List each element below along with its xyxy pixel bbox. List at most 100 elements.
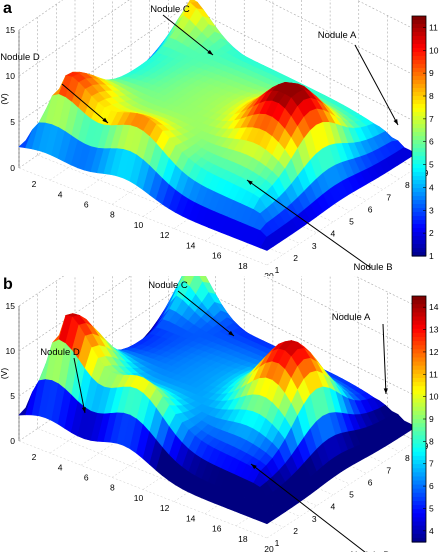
colorbar-tick-label: 12 bbox=[429, 347, 439, 357]
colorbar-band bbox=[412, 525, 426, 531]
surface bbox=[18, 276, 417, 525]
colorbar-band bbox=[412, 480, 426, 486]
colorbar-band bbox=[412, 60, 426, 65]
colorbar-band bbox=[412, 390, 426, 395]
colorbar-tick-label: 3 bbox=[429, 205, 434, 215]
colorbar-band bbox=[412, 386, 426, 391]
colorbar-band bbox=[412, 92, 426, 97]
y-tick-label: 1 bbox=[275, 538, 280, 548]
colorbar-band bbox=[412, 505, 426, 510]
colorbar-band bbox=[412, 204, 426, 209]
x-tick-label: 18 bbox=[238, 534, 248, 544]
colorbar-band bbox=[412, 184, 426, 189]
annotations: Nodule C Nodule A Nodule D Nodule B bbox=[0, 4, 399, 273]
z-gridline bbox=[18, 0, 417, 31]
colorbar-tick-label: 7 bbox=[429, 114, 434, 124]
panel-label-b: b bbox=[3, 276, 13, 293]
colorbar-band bbox=[412, 529, 426, 535]
colorbar-band bbox=[412, 419, 426, 424]
colorbar-band bbox=[412, 324, 426, 330]
y-tick-label: 2 bbox=[293, 253, 298, 263]
z-tick-label: 0 bbox=[10, 436, 15, 446]
colorbar-band bbox=[412, 136, 426, 141]
colorbar-band bbox=[412, 124, 426, 129]
x-tick-label: 2 bbox=[32, 179, 37, 189]
surface-plot-a: a 2468101214161820123456789051015(V)Nodu… bbox=[0, 0, 439, 276]
colorbar-band bbox=[412, 443, 426, 449]
colorbar-band bbox=[412, 353, 426, 359]
colorbar-band bbox=[412, 468, 426, 473]
colorbar-tick-label: 4 bbox=[429, 526, 434, 536]
x-tick-label: 16 bbox=[212, 251, 222, 261]
colorbar-band bbox=[412, 304, 426, 309]
colorbar-band bbox=[412, 447, 426, 453]
colorbar-band bbox=[412, 132, 426, 137]
colorbar-tick-label: 6 bbox=[429, 481, 434, 491]
y-tick-label: 3 bbox=[312, 241, 317, 251]
colorbar-band bbox=[412, 402, 426, 408]
colorbar-band bbox=[412, 496, 426, 502]
nodule-b-arrow bbox=[246, 179, 372, 269]
colorbar-band bbox=[412, 492, 426, 498]
x-tick-label: 18 bbox=[238, 261, 248, 271]
y-tick-label: 6 bbox=[368, 204, 373, 214]
nodule-d-arrow bbox=[73, 357, 86, 414]
floor-gridline bbox=[266, 167, 417, 266]
colorbar-band bbox=[412, 513, 426, 518]
y-tick-label: 7 bbox=[386, 465, 391, 475]
y-tick-label: 1 bbox=[275, 265, 280, 275]
colorbar: 4 5 6 7 8 9 10 11 12 13 14 bbox=[411, 295, 439, 543]
x-tick-label: 10 bbox=[134, 220, 144, 230]
x-tick-label: 2 bbox=[32, 452, 37, 462]
colorbar-band bbox=[412, 64, 426, 69]
y-tick-label: 2 bbox=[293, 526, 298, 536]
colorbar-band bbox=[412, 112, 426, 117]
surface-svg-b: 2468101214161820123456789051015(V)Nodule… bbox=[0, 276, 439, 552]
colorbar-band bbox=[412, 160, 426, 165]
colorbar-tick-label: 8 bbox=[429, 436, 434, 446]
colorbar-tick-label: 9 bbox=[429, 414, 434, 424]
surface-cell bbox=[260, 510, 274, 525]
colorbar-band bbox=[412, 52, 426, 57]
colorbar-band bbox=[412, 472, 426, 477]
y-tick-label: 4 bbox=[331, 502, 336, 512]
y-tick-label: 4 bbox=[331, 229, 336, 239]
nodule-a-arrow bbox=[382, 323, 387, 395]
colorbar-band bbox=[412, 16, 426, 21]
nodule-a-arrow bbox=[354, 44, 399, 126]
colorbar-band bbox=[412, 410, 426, 416]
colorbar-band bbox=[412, 341, 426, 346]
colorbar-tick-label: 4 bbox=[429, 182, 434, 192]
colorbar-band bbox=[412, 337, 426, 342]
colorbar-band bbox=[412, 48, 426, 53]
z-tick-label: 0 bbox=[10, 163, 15, 173]
surface-svg-a: 2468101214161820123456789051015(V)Nodule… bbox=[0, 0, 439, 276]
colorbar-tick-label: 13 bbox=[429, 325, 439, 335]
y-tick-label: 8 bbox=[405, 180, 410, 190]
x-tick-label: 12 bbox=[160, 230, 170, 240]
colorbar-band bbox=[412, 316, 426, 322]
colorbar-band bbox=[412, 28, 426, 33]
nodule-b-label: Nodule B bbox=[350, 550, 389, 552]
y-tick-label: 7 bbox=[386, 192, 391, 202]
colorbar-band bbox=[412, 365, 426, 371]
colorbar-frame bbox=[411, 15, 427, 257]
nodule-c-label: Nodule C bbox=[148, 280, 188, 291]
colorbar-band bbox=[412, 378, 426, 383]
colorbar-band bbox=[412, 308, 426, 313]
colorbar-band bbox=[412, 394, 426, 400]
x-tick-label: 6 bbox=[84, 473, 89, 483]
x-tick-label: 16 bbox=[212, 524, 222, 534]
axis-ticks: 2468101214161820123456789051015(V) bbox=[0, 25, 429, 276]
floor-gridline bbox=[266, 440, 417, 539]
colorbar-band bbox=[412, 484, 426, 490]
colorbar-band bbox=[412, 240, 426, 245]
colorbar-band bbox=[412, 406, 426, 412]
z-gridline bbox=[18, 282, 417, 397]
colorbar-band bbox=[412, 96, 426, 101]
colorbar-band bbox=[412, 423, 426, 428]
z-tick-label: 5 bbox=[10, 117, 15, 127]
colorbar-band bbox=[412, 200, 426, 205]
colorbar-tick-label: 5 bbox=[429, 160, 434, 170]
colorbar-band bbox=[412, 244, 426, 249]
